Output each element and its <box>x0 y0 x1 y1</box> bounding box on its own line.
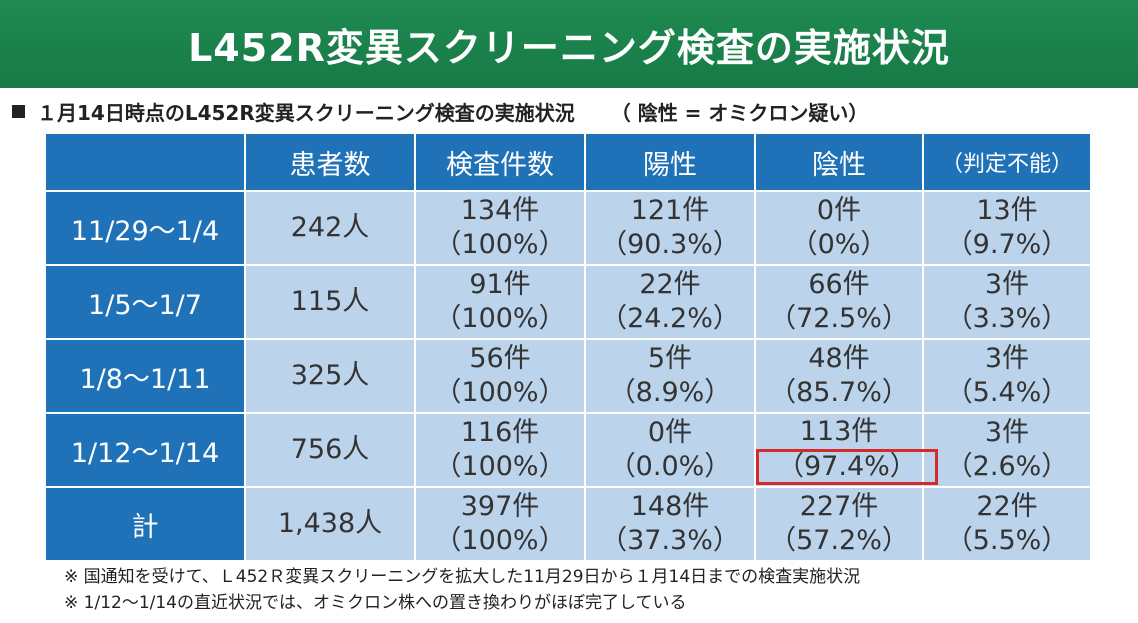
highlighted-negative-percent: （97.4%） <box>756 449 938 485</box>
tests-percent: （100%） <box>434 303 566 334</box>
header-positive: 陽性 <box>584 132 756 192</box>
tests-count: 134件 <box>460 195 540 226</box>
tests-cell: 116件 （100%） <box>414 412 586 488</box>
tests-cell: 134件 （100%） <box>414 190 586 266</box>
table-row: 1/5～1/7 115人 91件 （100%） 22件 （24.2%） 66件 （72… <box>44 264 1092 340</box>
section-heading-note: （ 陰性 = オミクロン疑い） <box>610 100 869 125</box>
section-heading: １月14日時点のL452R変異スクリーニング検査の実施状況 （ 陰性 = オミク… <box>12 96 868 126</box>
positive-cell: 0件 （0.0%） <box>584 412 756 488</box>
tests-percent: （100%） <box>434 377 566 408</box>
tests-percent: （100%） <box>434 525 566 556</box>
patients-cell: 325人 <box>244 338 416 414</box>
undetermined-percent: （9.7%） <box>945 229 1069 260</box>
positive-percent: （90.3%） <box>600 229 740 260</box>
negative-percent: （57.2%） <box>769 525 909 556</box>
positive-count: 0件 <box>647 417 693 448</box>
positive-percent: （24.2%） <box>600 303 740 334</box>
header-tests: 検査件数 <box>414 132 586 192</box>
positive-cell: 5件 （8.9%） <box>584 338 756 414</box>
undetermined-cell: 13件 （9.7%） <box>922 190 1092 266</box>
patients-cell: 115人 <box>244 264 416 340</box>
square-bullet-icon <box>12 104 25 118</box>
section-heading-text: １月14日時点のL452R変異スクリーニング検査の実施状況 <box>37 100 575 125</box>
negative-count: 48件 <box>808 343 870 374</box>
row-period: 1/5～1/7 <box>44 264 246 340</box>
negative-count: 0件 <box>816 195 862 226</box>
undetermined-count: 3件 <box>984 269 1030 300</box>
undetermined-cell: 22件 （5.5%） <box>922 486 1092 562</box>
positive-count: 22件 <box>639 269 701 300</box>
positive-percent: （0.0%） <box>608 451 732 482</box>
footnote: ※ 1/12～1/14の直近状況では、オミクロン株への置き換わりがほぼ完了してい… <box>64 593 687 613</box>
table-header-row: 患者数 検査件数 陽性 陰性 （判定不能） <box>44 132 1092 192</box>
undetermined-percent: （2.6%） <box>945 451 1069 482</box>
positive-count: 121件 <box>630 195 710 226</box>
negative-cell: 227件 （57.2%） <box>754 486 924 562</box>
undetermined-cell: 3件 （2.6%） <box>922 412 1092 488</box>
header-undetermined: （判定不能） <box>922 132 1092 192</box>
table-row: 11/29～1/4 242人 134件 （100%） 121件 （90.3%） 0件… <box>44 190 1092 266</box>
header-patients: 患者数 <box>244 132 416 192</box>
undetermined-count: 22件 <box>976 491 1038 522</box>
negative-percent: （0%） <box>790 229 888 260</box>
positive-cell: 121件 （90.3%） <box>584 190 756 266</box>
tests-cell: 91件 （100%） <box>414 264 586 340</box>
patients-cell: 1,438人 <box>244 486 416 562</box>
negative-cell: 66件 （72.5%） <box>754 264 924 340</box>
positive-percent: （8.9%） <box>608 377 732 408</box>
negative-percent: （85.7%） <box>769 377 909 408</box>
undetermined-count: 3件 <box>984 343 1030 374</box>
undetermined-cell: 3件 （5.4%） <box>922 338 1092 414</box>
header-negative: 陰性 <box>754 132 924 192</box>
negative-count: 227件 <box>799 491 879 522</box>
negative-count: 113件 <box>799 416 879 447</box>
footnotes: ※ 国通知を受けて、Ｌ452Ｒ変異スクリーニングを拡大した11月29日から１月1… <box>64 564 860 616</box>
table-row: 1/12～1/14 756人 116件 （100%） 0件 （0.0%） 113件（… <box>44 412 1092 488</box>
patients-cell: 756人 <box>244 412 416 488</box>
footnote: ※ 国通知を受けて、Ｌ452Ｒ変異スクリーニングを拡大した11月29日から１月1… <box>64 567 861 587</box>
row-total-label: 計 <box>44 486 246 562</box>
positive-percent: （37.3%） <box>600 525 740 556</box>
undetermined-count: 3件 <box>984 417 1030 448</box>
positive-cell: 22件 （24.2%） <box>584 264 756 340</box>
table-total-row: 計 1,438人 397件 （100%） 148件 （37.3%） 227件 （57.… <box>44 486 1092 562</box>
negative-cell: 48件 （85.7%） <box>754 338 924 414</box>
negative-percent: （72.5%） <box>769 303 909 334</box>
undetermined-cell: 3件 （3.3%） <box>922 264 1092 340</box>
tests-percent: （100%） <box>434 229 566 260</box>
tests-cell: 56件 （100%） <box>414 338 586 414</box>
positive-count: 5件 <box>647 343 693 374</box>
title-banner: L452R変異スクリーニング検査の実施状況 <box>0 0 1138 88</box>
negative-cell: 113件 （97.4%） <box>754 412 938 488</box>
undetermined-percent: （5.4%） <box>945 377 1069 408</box>
table-row: 1/8～1/11 325人 56件 （100%） 5件 （8.9%） 48件 （85.… <box>44 338 1092 414</box>
screening-status-table: 患者数 検査件数 陽性 陰性 （判定不能） 11/29～1/4 242人 134… <box>44 132 1092 562</box>
patients-cell: 242人 <box>244 190 416 266</box>
tests-cell: 397件 （100%） <box>414 486 586 562</box>
undetermined-percent: （3.3%） <box>945 303 1069 334</box>
page-title: L452R変異スクリーニング検査の実施状況 <box>188 25 950 70</box>
negative-cell: 0件 （0%） <box>754 190 924 266</box>
row-period: 11/29～1/4 <box>44 190 246 266</box>
undetermined-percent: （5.5%） <box>945 525 1069 556</box>
tests-count: 397件 <box>460 491 540 522</box>
row-period: 1/8～1/11 <box>44 338 246 414</box>
negative-count: 66件 <box>808 269 870 300</box>
tests-count: 116件 <box>460 417 540 448</box>
header-corner <box>44 132 246 192</box>
undetermined-count: 13件 <box>976 195 1038 226</box>
positive-cell: 148件 （37.3%） <box>584 486 756 562</box>
tests-count: 56件 <box>469 343 531 374</box>
tests-percent: （100%） <box>434 451 566 482</box>
tests-count: 91件 <box>469 269 531 300</box>
row-period: 1/12～1/14 <box>44 412 246 488</box>
positive-count: 148件 <box>630 491 710 522</box>
